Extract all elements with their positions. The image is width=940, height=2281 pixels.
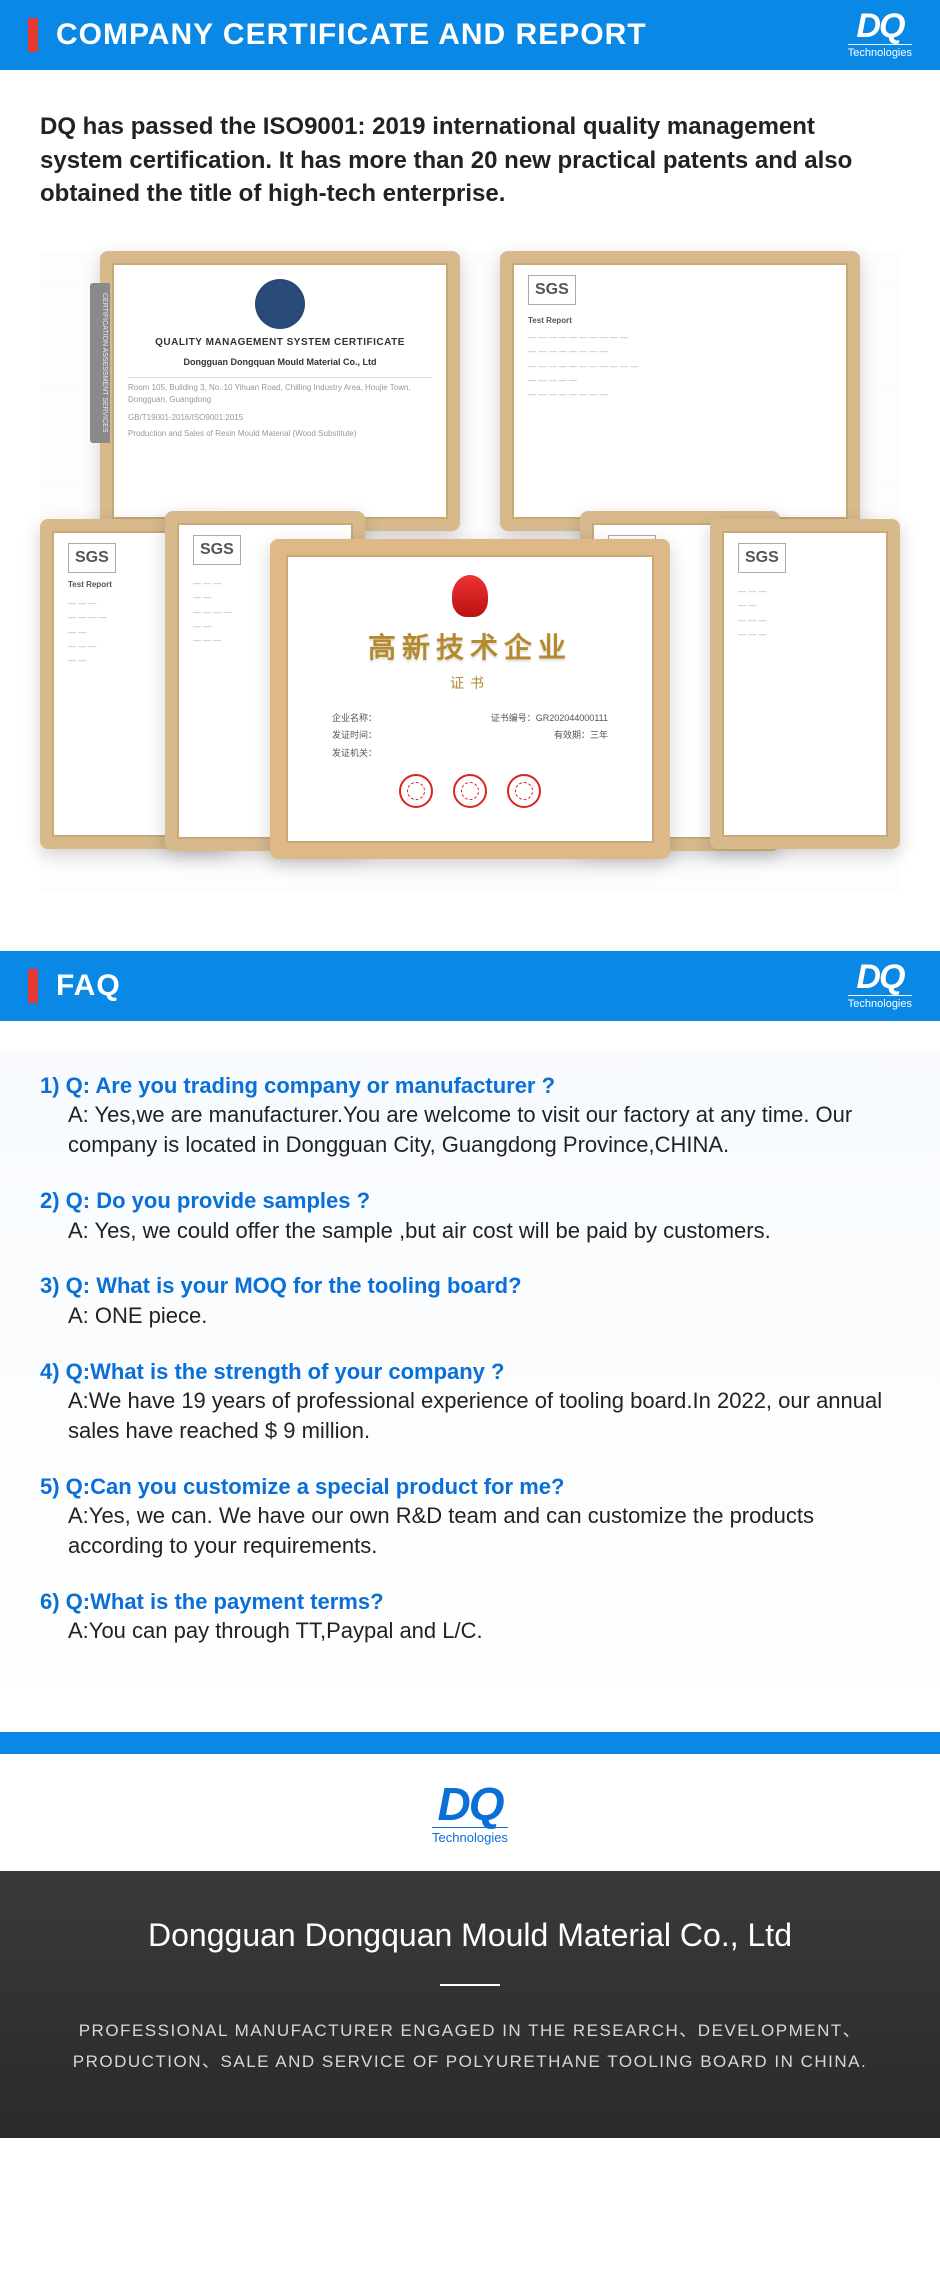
certificate-intro: DQ has passed the ISO9001: 2019 internat… bbox=[0, 100, 940, 251]
frame-qms: CERTIFICATION ASSESSMENT SERVICES QUALIT… bbox=[100, 251, 460, 531]
faq-item: 3) Q: What is your MOQ for the tooling b… bbox=[40, 1271, 900, 1330]
sgs-document-1: SGS Test Report — — — — — — — — — —— — —… bbox=[512, 263, 848, 519]
brand-logo: DQ Technologies bbox=[848, 11, 912, 59]
stamp-icon bbox=[507, 774, 541, 808]
faq-item: 4) Q:What is the strength of your compan… bbox=[40, 1357, 900, 1446]
hightech-row-1: 企业名称： 证书编号：GR202044000111 bbox=[332, 712, 608, 726]
brand-logo-text: DQ bbox=[848, 11, 912, 42]
sgs-label: SGS bbox=[738, 543, 786, 573]
sgs-label: SGS bbox=[528, 275, 576, 305]
qms-title: QUALITY MANAGEMENT SYSTEM CERTIFICATE bbox=[128, 335, 432, 350]
certificate-section-title: COMPANY CERTIFICATE AND REPORT bbox=[56, 18, 848, 52]
qms-company: Dongguan Dongquan Mould Material Co., Lt… bbox=[128, 356, 432, 370]
hightech-row-2: 发证时间： 有效期：三年 bbox=[332, 729, 608, 743]
hightech-value: 有效期：三年 bbox=[554, 729, 608, 743]
stamp-icon bbox=[399, 774, 433, 808]
certificate-section-header: COMPANY CERTIFICATE AND REPORT DQ Techno… bbox=[0, 0, 940, 70]
brand-logo-sub: Technologies bbox=[432, 1827, 508, 1845]
brand-logo-text: DQ bbox=[0, 1784, 940, 1825]
faq-body: 1) Q: Are you trading company or manufac… bbox=[0, 1051, 940, 1732]
faq-item: 1) Q: Are you trading company or manufac… bbox=[40, 1071, 900, 1160]
faq-question: 5) Q:Can you customize a special product… bbox=[40, 1472, 900, 1502]
frame-hightech: 高新技术企业 证书 企业名称： 证书编号：GR202044000111 发证时间… bbox=[270, 539, 670, 859]
faq-question: 2) Q: Do you provide samples ? bbox=[40, 1186, 900, 1216]
accent-bar bbox=[28, 969, 38, 1003]
frame-sgs-5: SGS — — —— —— — —— — — bbox=[710, 519, 900, 849]
sgs-document-5: SGS — — —— —— — —— — — bbox=[722, 531, 888, 837]
stamp-row bbox=[302, 774, 638, 808]
brand-logo-sub: Technologies bbox=[848, 995, 912, 1010]
hightech-label: 企业名称： bbox=[332, 712, 377, 726]
hightech-document: 高新技术企业 证书 企业名称： 证书编号：GR202044000111 发证时间… bbox=[286, 555, 654, 843]
footer-company-name: Dongguan Dongquan Mould Material Co., Lt… bbox=[30, 1917, 910, 1954]
faq-question: 6) Q:What is the payment terms? bbox=[40, 1587, 900, 1617]
hightech-value: 证书编号：GR202044000111 bbox=[491, 712, 608, 726]
hightech-label: 发证时间： bbox=[332, 729, 377, 743]
footer-description: PROFESSIONAL MANUFACTURER ENGAGED IN THE… bbox=[30, 2016, 910, 2077]
faq-item: 2) Q: Do you provide samples ?A: Yes, we… bbox=[40, 1186, 900, 1245]
footer-dark: Dongguan Dongquan Mould Material Co., Lt… bbox=[0, 1871, 940, 2137]
faq-answer: A: Yes,we are manufacturer.You are welco… bbox=[40, 1100, 900, 1159]
faq-question: 3) Q: What is your MOQ for the tooling b… bbox=[40, 1271, 900, 1301]
faq-question: 4) Q:What is the strength of your compan… bbox=[40, 1357, 900, 1387]
hightech-label: 发证机关： bbox=[332, 747, 377, 761]
qms-side-label: CERTIFICATION ASSESSMENT SERVICES bbox=[90, 283, 110, 443]
faq-answer: A:We have 19 years of professional exper… bbox=[40, 1386, 900, 1445]
faq-answer: A: ONE piece. bbox=[40, 1301, 900, 1331]
faq-section-header: FAQ DQ Technologies bbox=[0, 951, 940, 1021]
divider-bar bbox=[0, 1732, 940, 1754]
faq-section-title: FAQ bbox=[56, 969, 848, 1003]
faq-question: 1) Q: Are you trading company or manufac… bbox=[40, 1071, 900, 1101]
hightech-sub: 证书 bbox=[302, 673, 638, 694]
hightech-row-3: 发证机关： bbox=[332, 747, 608, 761]
accent-bar bbox=[28, 18, 38, 52]
faq-answer: A:You can pay through TT,Paypal and L/C. bbox=[40, 1616, 900, 1646]
flame-icon bbox=[452, 575, 488, 617]
faq-answer: A: Yes, we could offer the sample ,but a… bbox=[40, 1216, 900, 1246]
sgs-label: SGS bbox=[68, 543, 116, 573]
hightech-title: 高新技术企业 bbox=[302, 627, 638, 669]
faq-item: 5) Q:Can you customize a special product… bbox=[40, 1472, 900, 1561]
footer-brand: DQ Technologies bbox=[0, 1754, 940, 1871]
brand-logo: DQ Technologies bbox=[848, 962, 912, 1010]
stamp-icon bbox=[453, 774, 487, 808]
faq-answer: A:Yes, we can. We have our own R&D team … bbox=[40, 1501, 900, 1560]
faq-item: 6) Q:What is the payment terms?A:You can… bbox=[40, 1587, 900, 1646]
seal-icon bbox=[255, 279, 305, 329]
qms-document: QUALITY MANAGEMENT SYSTEM CERTIFICATE Do… bbox=[112, 263, 448, 519]
certificate-collage: CERTIFICATION ASSESSMENT SERVICES QUALIT… bbox=[40, 251, 900, 891]
sgs-label: SGS bbox=[193, 535, 241, 565]
footer-divider bbox=[440, 1984, 500, 1986]
frame-sgs-report-1: SGS Test Report — — — — — — — — — —— — —… bbox=[500, 251, 860, 531]
brand-logo-sub: Technologies bbox=[848, 44, 912, 59]
brand-logo-text: DQ bbox=[848, 962, 912, 993]
